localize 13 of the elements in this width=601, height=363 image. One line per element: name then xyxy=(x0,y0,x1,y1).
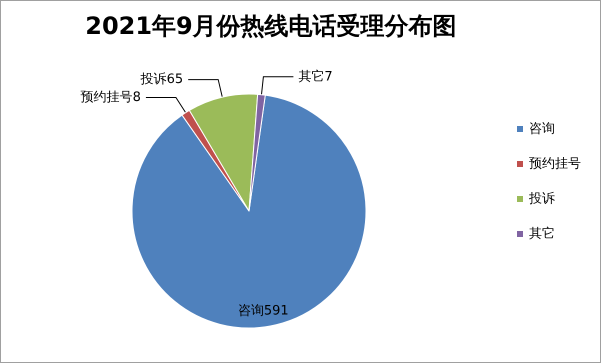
slice-label: 投诉 xyxy=(140,72,167,88)
chart-title: 2021年9月份热线电话受理分布图 xyxy=(85,12,457,40)
legend-label: 咨询 xyxy=(529,122,555,136)
slice-label: 咨询 xyxy=(238,303,264,318)
slice-label: 其它 xyxy=(298,68,324,84)
legend-label: 预约挂号 xyxy=(529,156,581,172)
data-label: 65 xyxy=(166,72,184,88)
legend-label: 投诉 xyxy=(528,192,555,206)
legend-label: 其它 xyxy=(529,226,555,242)
data-label: 591 xyxy=(264,303,289,318)
data-label: 7 xyxy=(324,69,333,84)
slice-label: 预约挂号 xyxy=(80,90,133,105)
data-label: 8 xyxy=(132,90,141,105)
